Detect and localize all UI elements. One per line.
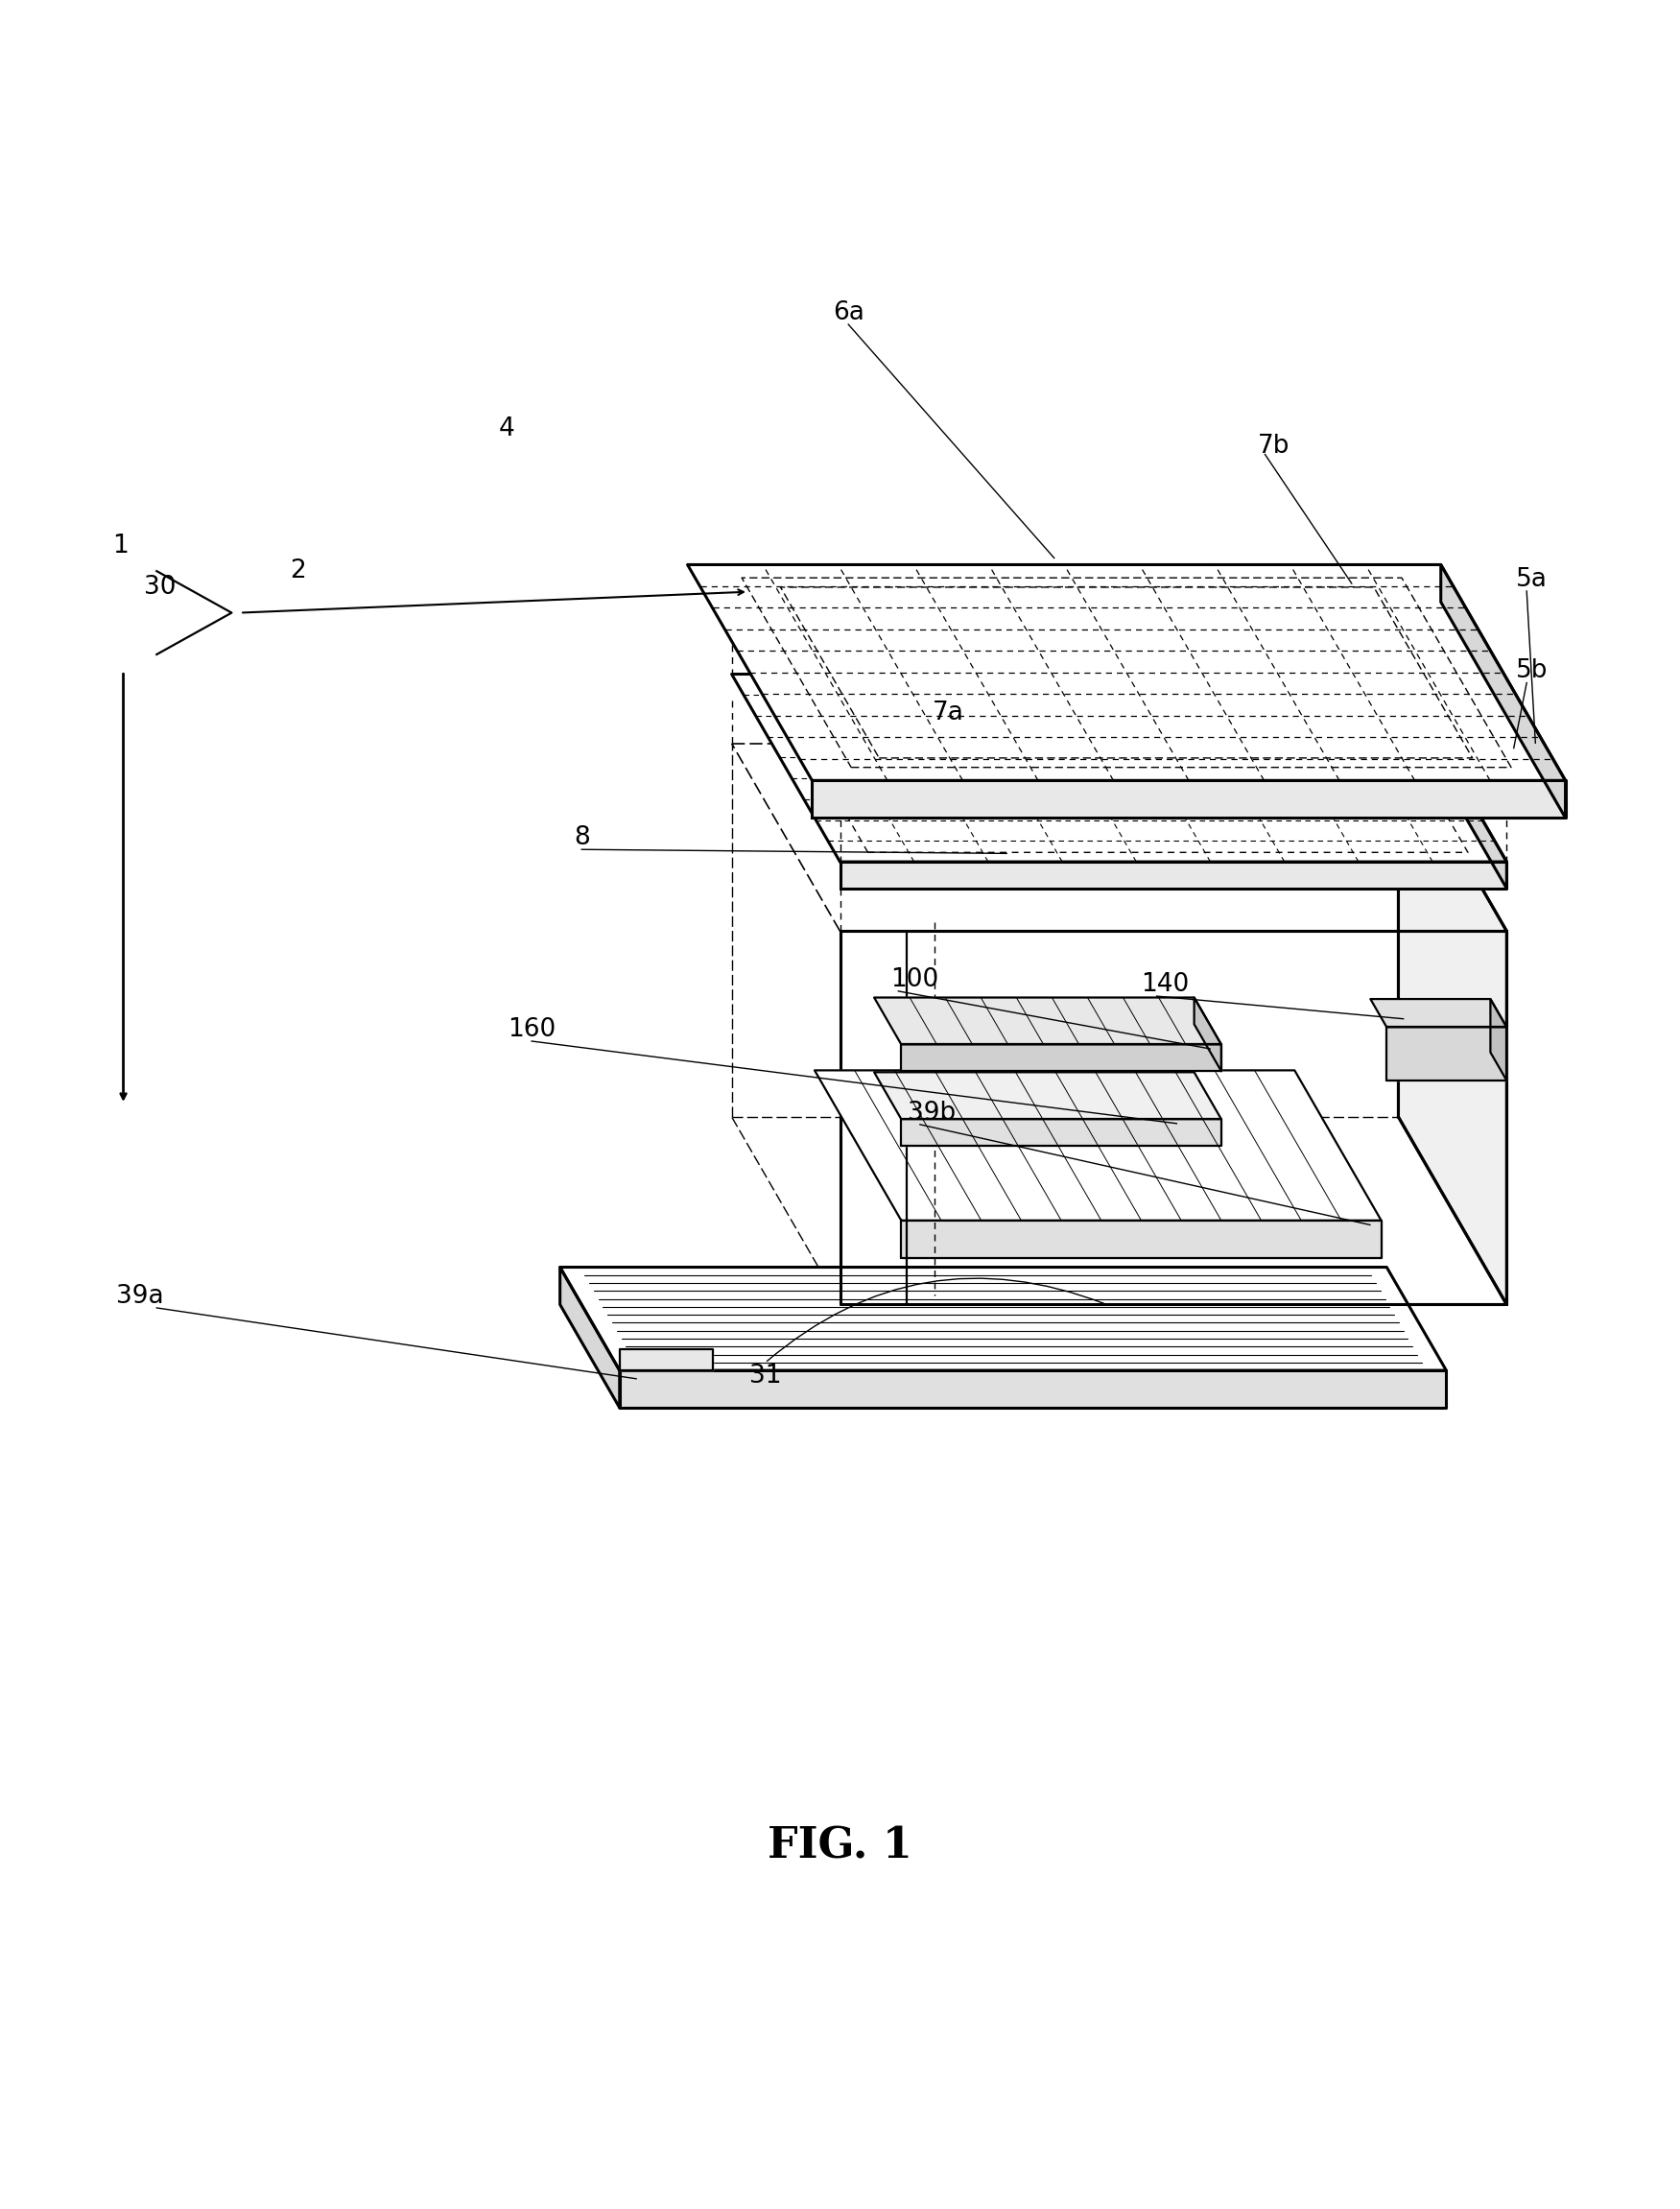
Text: 100: 100	[890, 968, 939, 992]
Text: 31: 31	[749, 1363, 781, 1389]
Polygon shape	[1490, 998, 1507, 1080]
Text: 5b: 5b	[1515, 658, 1547, 683]
Text: 1: 1	[113, 535, 128, 559]
Text: 30: 30	[144, 574, 176, 601]
Polygon shape	[815, 1071, 1381, 1219]
Text: 6a: 6a	[833, 300, 864, 325]
Polygon shape	[559, 1268, 620, 1407]
Polygon shape	[811, 780, 1566, 817]
Polygon shape	[900, 1219, 1381, 1257]
Polygon shape	[1441, 566, 1566, 817]
Polygon shape	[1398, 744, 1507, 1306]
Polygon shape	[1194, 998, 1221, 1071]
Polygon shape	[687, 566, 1566, 780]
Text: 7a: 7a	[932, 700, 964, 725]
Polygon shape	[559, 1268, 1446, 1370]
Text: 140: 140	[1141, 972, 1189, 996]
Polygon shape	[1371, 998, 1507, 1027]
Polygon shape	[874, 1071, 1221, 1120]
Polygon shape	[840, 932, 1507, 1306]
Polygon shape	[732, 674, 1507, 862]
Text: 5a: 5a	[1515, 568, 1547, 592]
Text: 39b: 39b	[907, 1100, 956, 1124]
Polygon shape	[620, 1350, 712, 1370]
Text: FIG. 1: FIG. 1	[768, 1825, 912, 1867]
Polygon shape	[1386, 1027, 1507, 1080]
Text: 39a: 39a	[116, 1283, 165, 1308]
Text: 7b: 7b	[1257, 433, 1290, 459]
Polygon shape	[840, 862, 1507, 888]
Text: 160: 160	[507, 1016, 556, 1043]
Text: 4: 4	[499, 418, 514, 442]
Polygon shape	[620, 1370, 1446, 1407]
Text: 8: 8	[573, 826, 590, 850]
Text: 2: 2	[291, 559, 306, 583]
Polygon shape	[1398, 674, 1507, 888]
Polygon shape	[874, 998, 1221, 1045]
Polygon shape	[900, 1045, 1221, 1071]
Polygon shape	[900, 1120, 1221, 1146]
